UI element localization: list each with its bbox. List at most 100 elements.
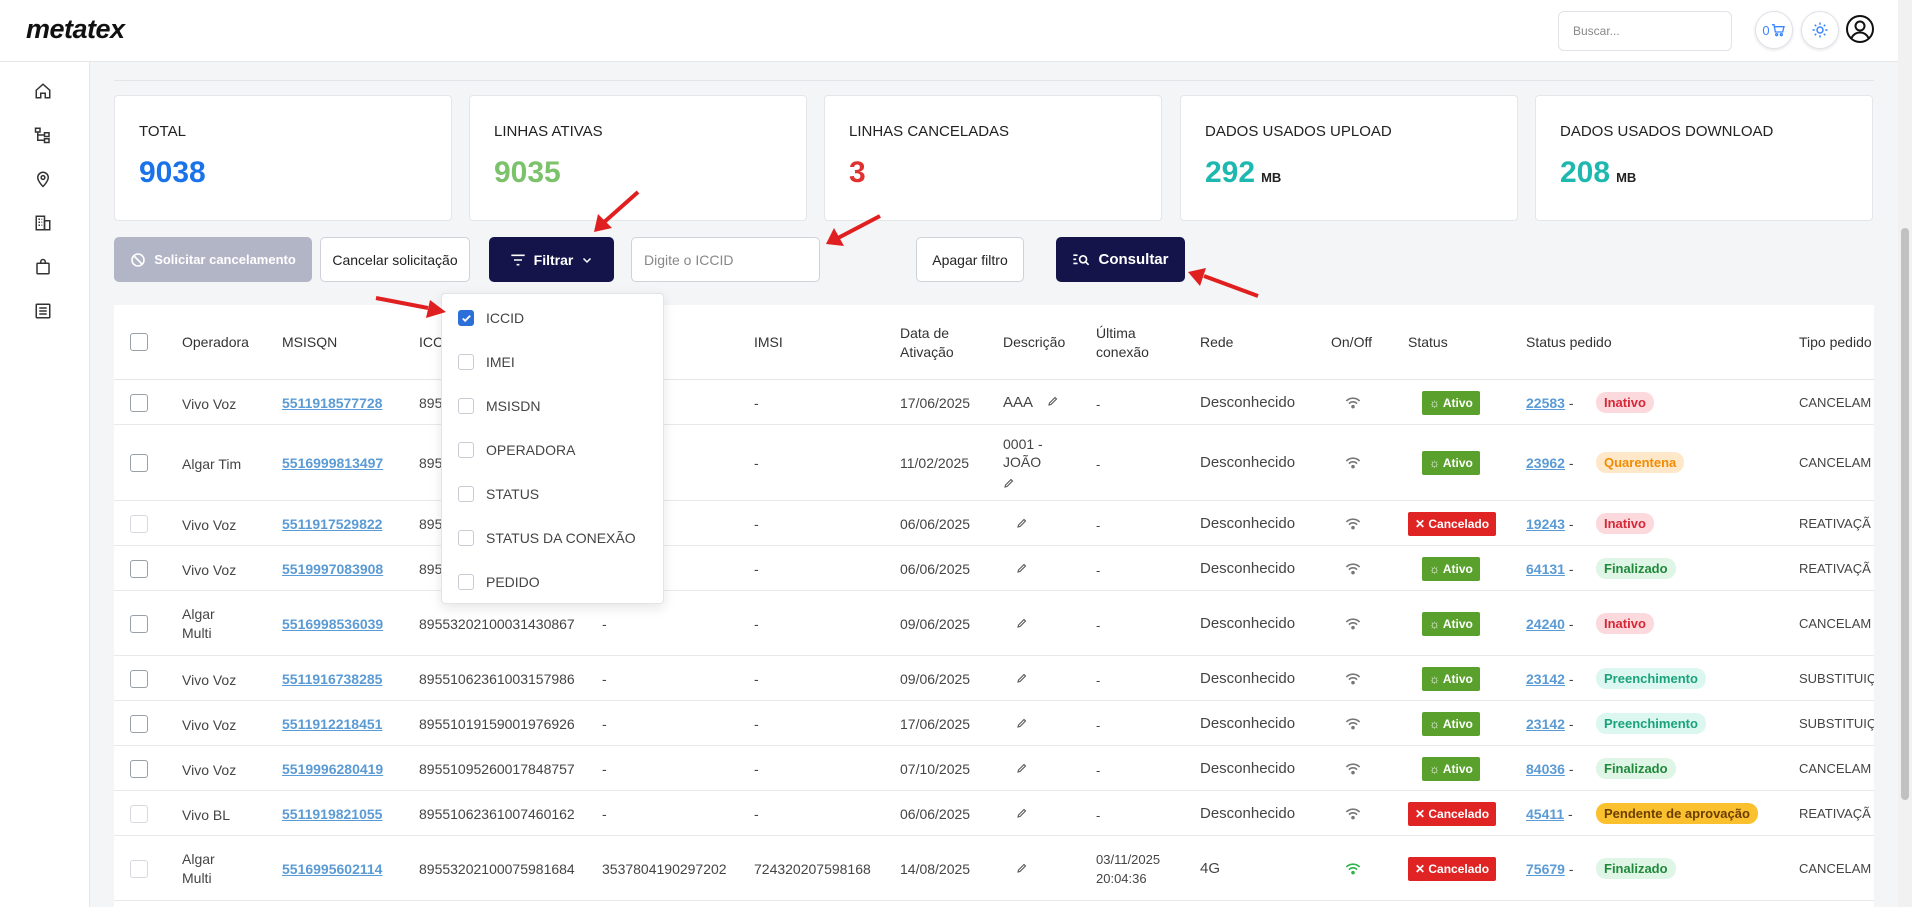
header-onoff[interactable]: On/Off bbox=[1331, 334, 1372, 350]
consult-button[interactable]: Consultar bbox=[1056, 237, 1185, 282]
pedido-link[interactable]: 19243 bbox=[1526, 515, 1565, 532]
msisdn-link[interactable]: 5511912218451 bbox=[282, 715, 383, 732]
search-input[interactable]: Buscar... bbox=[1558, 11, 1732, 51]
pedido-link[interactable]: 45411 bbox=[1526, 805, 1565, 822]
filter-option[interactable]: PEDIDO bbox=[458, 572, 540, 592]
cart-button[interactable]: 0 bbox=[1755, 11, 1793, 49]
msisdn-link[interactable]: 5511919821055 bbox=[282, 805, 383, 822]
table-row[interactable]: Algar Multi 5516998536039 8955320210003143… bbox=[114, 591, 1874, 656]
filter-option[interactable]: IMEI bbox=[458, 352, 515, 372]
edit-pencil-icon[interactable] bbox=[1047, 395, 1059, 407]
table-row[interactable]: Vivo BL 5511919821055 89551062361007460162… bbox=[114, 791, 1874, 836]
iccid-input[interactable]: Digite o ICCID bbox=[631, 237, 820, 282]
row-checkbox[interactable] bbox=[130, 804, 148, 823]
header-imsi[interactable]: IMSI bbox=[754, 334, 783, 350]
cell-pedido[interactable]: 23962 - bbox=[1526, 455, 1574, 471]
pedido-link[interactable]: 64131 bbox=[1526, 560, 1565, 577]
table-row[interactable]: Vivo Voz 5511912218451 8955101915900197692… bbox=[114, 701, 1874, 746]
table-row[interactable]: Vivo Voz 5519997083908 895 - 06/06/2025 - Desc… bbox=[114, 546, 1874, 591]
filter-option[interactable]: ICCID bbox=[458, 308, 524, 328]
header-ultima[interactable]: Última conexão bbox=[1096, 324, 1149, 362]
building-icon[interactable] bbox=[32, 212, 54, 234]
filter-button[interactable]: Filtrar bbox=[489, 237, 614, 282]
header-tipo-pedido[interactable]: Tipo pedido bbox=[1799, 334, 1872, 350]
clear-filter-button[interactable]: Apagar filtro bbox=[916, 237, 1024, 282]
cell-msisdn[interactable]: 5516999813497 bbox=[282, 455, 383, 471]
edit-pencil-icon[interactable] bbox=[1016, 762, 1028, 774]
list-document-icon[interactable] bbox=[32, 300, 54, 322]
cell-msisdn[interactable]: 5516995602114 bbox=[282, 861, 382, 877]
pedido-link[interactable]: 22583 bbox=[1526, 394, 1565, 411]
select-all-checkbox[interactable] bbox=[130, 333, 148, 351]
header-status-pedido[interactable]: Status pedido bbox=[1526, 334, 1612, 350]
location-pin-icon[interactable] bbox=[32, 168, 54, 190]
filter-option[interactable]: MSISDN bbox=[458, 396, 540, 416]
cell-msisdn[interactable]: 5516998536039 bbox=[282, 616, 383, 632]
cell-pedido[interactable]: 84036 - bbox=[1526, 760, 1574, 777]
row-checkbox[interactable] bbox=[130, 559, 148, 578]
row-checkbox[interactable] bbox=[130, 393, 148, 412]
filter-option-checkbox[interactable] bbox=[458, 398, 474, 414]
cell-pedido[interactable]: 24240 - bbox=[1526, 615, 1574, 632]
cell-msisdn[interactable]: 5511916738285 bbox=[282, 671, 382, 687]
msisdn-link[interactable]: 5516999813497 bbox=[282, 455, 384, 471]
edit-pencil-icon[interactable] bbox=[1016, 617, 1028, 629]
pedido-link[interactable]: 24240 bbox=[1526, 615, 1565, 632]
header-status[interactable]: Status bbox=[1408, 334, 1448, 350]
msisdn-link[interactable]: 5511917529822 bbox=[282, 515, 383, 532]
msisdn-link[interactable]: 5516995602114 bbox=[282, 860, 383, 877]
shopping-bag-icon[interactable] bbox=[32, 256, 54, 278]
edit-pencil-icon[interactable] bbox=[1003, 477, 1015, 489]
edit-pencil-icon[interactable] bbox=[1016, 672, 1028, 684]
filter-option[interactable]: STATUS DA CONEXÃO bbox=[458, 528, 636, 548]
user-account-icon[interactable] bbox=[1845, 14, 1875, 44]
pedido-link[interactable]: 84036 bbox=[1526, 760, 1565, 777]
vertical-scrollbar[interactable] bbox=[1898, 0, 1912, 907]
cell-msisdn[interactable]: 5511917529822 bbox=[282, 516, 382, 532]
filter-option[interactable]: STATUS bbox=[458, 484, 539, 504]
request-cancel-button[interactable]: Solicitar cancelamento bbox=[114, 237, 312, 282]
edit-pencil-icon[interactable] bbox=[1016, 862, 1028, 874]
cell-msisdn[interactable]: 5511918577728 bbox=[282, 395, 382, 411]
cell-pedido[interactable]: 75679 - bbox=[1526, 860, 1574, 877]
filter-option-checkbox[interactable] bbox=[458, 442, 474, 458]
cell-pedido[interactable]: 64131 - bbox=[1526, 560, 1574, 577]
pedido-link[interactable]: 23962 bbox=[1526, 455, 1565, 471]
msisdn-link[interactable]: 5511916738285 bbox=[282, 670, 383, 687]
edit-pencil-icon[interactable] bbox=[1016, 562, 1028, 574]
cell-pedido[interactable]: 23142 - bbox=[1526, 670, 1574, 687]
edit-pencil-icon[interactable] bbox=[1016, 717, 1028, 729]
hierarchy-icon[interactable] bbox=[32, 124, 54, 146]
row-checkbox[interactable] bbox=[130, 454, 148, 472]
header-iccid[interactable]: ICCI bbox=[419, 334, 447, 350]
cell-msisdn[interactable]: 5511919821055 bbox=[282, 806, 382, 822]
filter-option-checkbox[interactable] bbox=[458, 486, 474, 502]
filter-option-checkbox[interactable] bbox=[458, 530, 474, 546]
header-rede[interactable]: Rede bbox=[1200, 334, 1234, 350]
pedido-link[interactable]: 23142 bbox=[1526, 670, 1565, 687]
logo[interactable]: metatex bbox=[26, 14, 125, 44]
table-row[interactable]: Vivo Voz 5511917529822 895 - 06/06/2025 - Desc… bbox=[114, 501, 1874, 546]
cell-msisdn[interactable]: 5519996280419 bbox=[282, 761, 383, 777]
msisdn-link[interactable]: 5516998536039 bbox=[282, 615, 384, 632]
table-row[interactable]: Algar Multi 5516995602114 8955320210007598… bbox=[114, 836, 1874, 901]
cell-pedido[interactable]: 23142 - bbox=[1526, 715, 1574, 732]
filter-option[interactable]: OPERADORA bbox=[458, 440, 575, 460]
cancel-request-button[interactable]: Cancelar solicitação bbox=[320, 237, 470, 282]
msisdn-link[interactable]: 5511918577728 bbox=[282, 394, 383, 411]
row-checkbox[interactable] bbox=[130, 614, 148, 633]
cell-pedido[interactable]: 22583 - bbox=[1526, 394, 1574, 411]
cell-msisdn[interactable]: 5519997083908 bbox=[282, 561, 383, 577]
row-checkbox[interactable] bbox=[130, 669, 148, 688]
row-checkbox[interactable] bbox=[130, 759, 148, 778]
scrollbar-thumb[interactable] bbox=[1901, 228, 1909, 800]
pedido-link[interactable]: 75679 bbox=[1526, 860, 1565, 877]
table-row[interactable]: Algar Tim 5516999813497 895 - 11/02/2025 0001… bbox=[114, 425, 1874, 501]
cell-msisdn[interactable]: 5511912218451 bbox=[282, 716, 382, 732]
msisdn-link[interactable]: 5519996280419 bbox=[282, 760, 384, 777]
table-row[interactable]: Vivo Voz 5511916738285 8955106236100315798… bbox=[114, 656, 1874, 701]
filter-option-checkbox[interactable] bbox=[458, 310, 474, 326]
row-checkbox[interactable] bbox=[130, 514, 148, 533]
table-row[interactable]: Vivo Voz 5511918577728 895 - 17/06/2025 AAA - D… bbox=[114, 380, 1874, 425]
home-icon[interactable] bbox=[32, 80, 54, 102]
